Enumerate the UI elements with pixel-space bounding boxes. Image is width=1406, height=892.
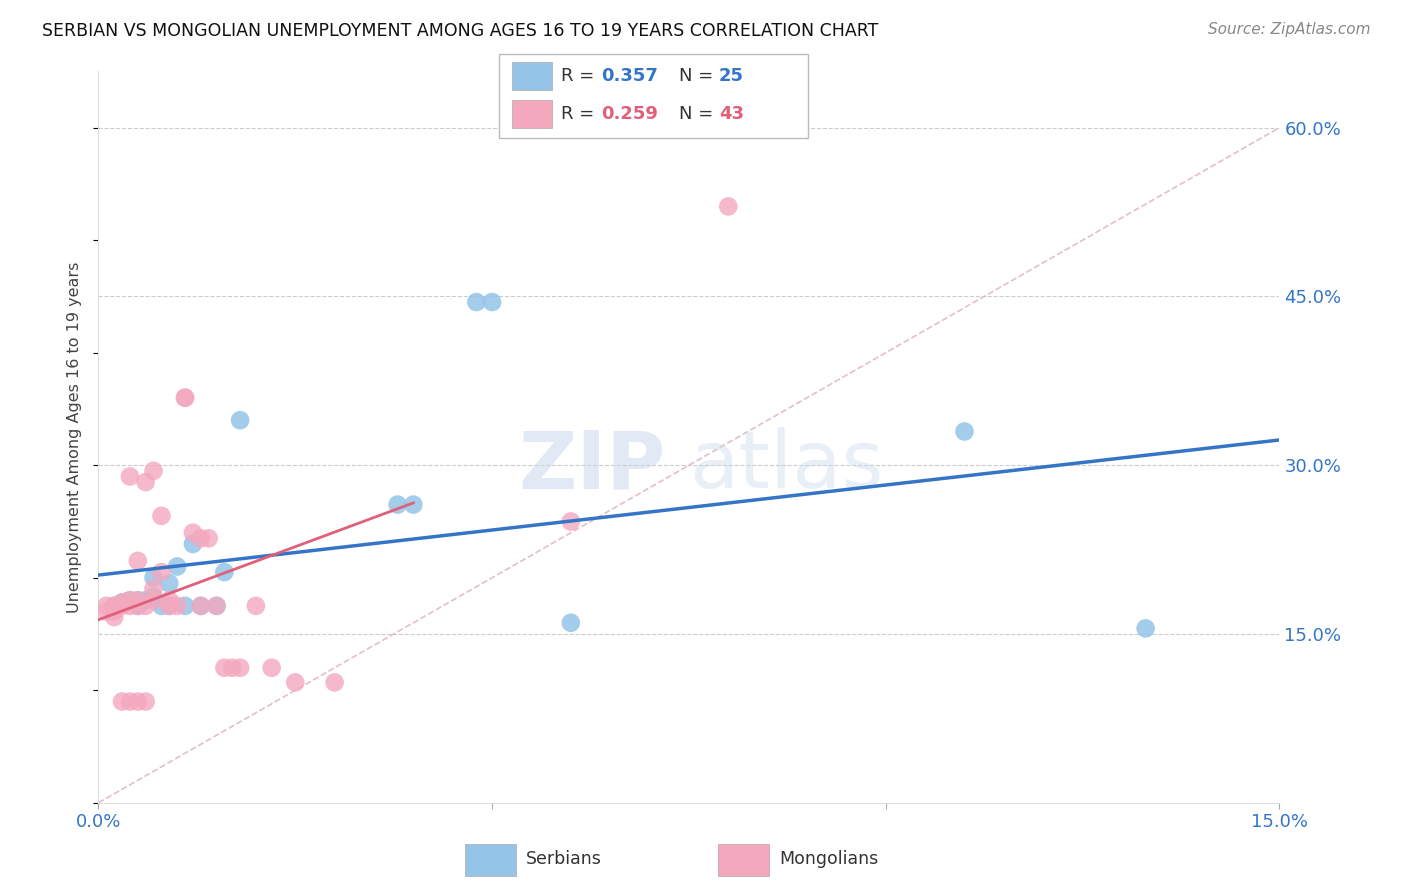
FancyBboxPatch shape [512,100,551,128]
Point [142,593,165,607]
FancyBboxPatch shape [512,62,551,90]
Point [1135,621,1157,635]
Point [157,599,180,613]
Point [111,599,134,613]
Point [150,599,173,613]
Point [157,576,180,591]
Point [402,498,425,512]
Point [166,559,188,574]
Point [118,593,141,607]
Point [197,532,219,546]
Point [214,565,236,579]
Point [157,599,180,613]
Text: 25: 25 [718,67,744,85]
Point [103,599,125,613]
Point [229,661,252,675]
Point [111,694,134,708]
Point [111,595,134,609]
Point [150,565,173,579]
Text: 0.259: 0.259 [602,105,658,123]
Point [96,605,118,619]
FancyBboxPatch shape [718,844,769,876]
Point [174,391,197,405]
Point [111,595,134,609]
Point [118,599,141,613]
Point [142,582,165,596]
Point [560,515,582,529]
FancyBboxPatch shape [465,844,516,876]
Text: R =: R = [561,105,600,123]
Point [214,661,236,675]
Point [142,590,165,604]
Point [481,295,503,310]
Point [103,605,125,619]
Point [142,464,165,478]
Point [465,295,488,310]
Text: 0.357: 0.357 [602,67,658,85]
Point [127,554,149,568]
Point [127,694,149,708]
Point [157,593,180,607]
Point [135,475,157,489]
Point [181,537,204,551]
Text: ZIP: ZIP [517,427,665,506]
Point [245,599,267,613]
Y-axis label: Unemployment Among Ages 16 to 19 years: Unemployment Among Ages 16 to 19 years [67,261,83,613]
Point [284,675,307,690]
Text: Mongolians: Mongolians [779,849,879,868]
Point [229,413,252,427]
Point [205,599,228,613]
Point [127,599,149,613]
Text: SERBIAN VS MONGOLIAN UNEMPLOYMENT AMONG AGES 16 TO 19 YEARS CORRELATION CHART: SERBIAN VS MONGOLIAN UNEMPLOYMENT AMONG … [42,22,879,40]
Point [560,615,582,630]
Point [323,675,346,690]
Point [96,599,118,613]
Text: Source: ZipAtlas.com: Source: ZipAtlas.com [1208,22,1371,37]
Point [127,593,149,607]
Point [135,599,157,613]
Point [118,694,141,708]
Text: N =: N = [679,105,718,123]
Point [118,469,141,483]
Text: 43: 43 [718,105,744,123]
Point [135,694,157,708]
Point [387,498,409,512]
Point [260,661,283,675]
Text: N =: N = [679,67,718,85]
Point [953,425,976,439]
Point [103,599,125,613]
Point [135,593,157,607]
Point [717,199,740,213]
Point [190,532,212,546]
Point [174,599,197,613]
Point [103,610,125,624]
Point [150,508,173,523]
Point [190,599,212,613]
Point [190,599,212,613]
Point [221,661,243,675]
Point [166,599,188,613]
FancyBboxPatch shape [499,54,808,138]
Point [127,593,149,607]
Point [127,599,149,613]
Point [174,391,197,405]
Text: Serbians: Serbians [526,849,602,868]
Point [118,593,141,607]
Point [142,571,165,585]
Text: atlas: atlas [689,427,883,506]
Point [205,599,228,613]
Point [181,525,204,540]
Text: R =: R = [561,67,600,85]
